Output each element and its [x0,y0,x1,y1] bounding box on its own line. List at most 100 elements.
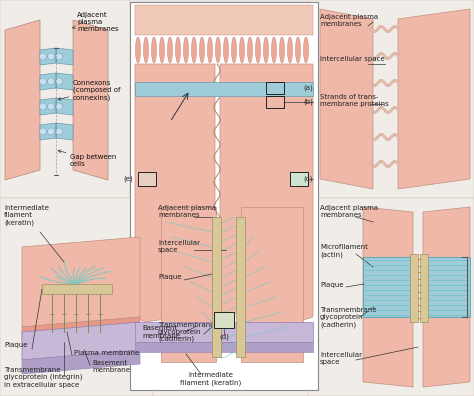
Circle shape [379,25,382,28]
Circle shape [391,27,393,30]
Circle shape [384,109,387,112]
Ellipse shape [272,37,276,63]
Bar [153,198,310,396]
Circle shape [39,103,46,110]
Circle shape [376,109,379,112]
Circle shape [387,57,389,60]
Circle shape [385,138,388,140]
Circle shape [382,107,384,109]
Circle shape [391,108,393,111]
Circle shape [371,110,374,113]
Bar [308,198,474,396]
Circle shape [388,165,391,168]
Circle shape [375,137,377,140]
Circle shape [391,162,393,165]
Circle shape [387,165,389,168]
Ellipse shape [200,37,204,63]
Bar [138,172,156,186]
Circle shape [371,56,374,59]
Circle shape [392,53,394,55]
Circle shape [374,165,376,168]
Circle shape [382,26,384,29]
Ellipse shape [183,37,189,63]
Polygon shape [22,317,140,347]
Circle shape [380,25,383,28]
Circle shape [39,78,46,85]
Polygon shape [161,207,216,362]
Circle shape [372,57,375,60]
Ellipse shape [216,37,220,63]
Circle shape [394,80,397,82]
Circle shape [376,82,379,85]
Circle shape [370,82,372,84]
Circle shape [388,138,391,141]
Circle shape [376,55,379,58]
Circle shape [394,52,397,55]
Circle shape [376,163,379,166]
Bar [236,217,245,357]
Circle shape [397,82,400,84]
Circle shape [39,128,46,135]
Circle shape [392,134,394,137]
Polygon shape [56,98,73,115]
Circle shape [388,57,391,59]
Circle shape [382,161,384,164]
Circle shape [389,137,392,139]
Ellipse shape [167,37,173,63]
Ellipse shape [175,37,181,63]
Bar [42,284,112,294]
Bar [135,322,313,342]
Circle shape [383,27,385,30]
Bar [135,342,313,352]
Circle shape [375,29,377,32]
Circle shape [396,27,398,29]
Polygon shape [40,73,56,90]
Circle shape [371,83,374,86]
Text: (e): (e) [123,176,133,182]
Circle shape [385,165,388,167]
Ellipse shape [208,37,212,63]
Ellipse shape [136,37,140,63]
Circle shape [379,80,382,82]
Text: Transmembrane
glycoprotein
(cadherin): Transmembrane glycoprotein (cadherin) [158,322,215,343]
Polygon shape [220,64,313,320]
Circle shape [370,109,372,111]
Circle shape [55,53,63,60]
Circle shape [374,57,376,60]
Circle shape [370,28,372,30]
Bar [135,5,313,35]
Circle shape [375,84,377,86]
Circle shape [384,55,387,58]
Circle shape [384,82,387,85]
Circle shape [393,133,396,136]
Bar [410,254,418,322]
Circle shape [393,160,396,163]
Circle shape [377,81,380,83]
Circle shape [385,30,388,32]
Text: Transmembrane
glycoprotein (integrin)
in extracellular space: Transmembrane glycoprotein (integrin) in… [4,367,82,388]
Circle shape [382,53,384,55]
Circle shape [383,162,385,165]
Text: Transmembrane
glycoprotein
(cadherin): Transmembrane glycoprotein (cadherin) [320,307,376,327]
Text: Gap between
cells: Gap between cells [58,150,117,166]
Circle shape [393,106,396,109]
Circle shape [389,164,392,166]
Circle shape [372,30,375,32]
Text: Adjacent plasma
membranes: Adjacent plasma membranes [320,205,378,218]
Circle shape [374,30,376,33]
Circle shape [372,111,375,114]
Bar [135,82,313,96]
Circle shape [379,53,382,55]
Circle shape [371,137,374,140]
Bar [290,172,308,186]
Text: Adjacent
plasma
membranes: Adjacent plasma membranes [73,12,118,32]
Circle shape [388,111,391,113]
Circle shape [372,165,375,168]
Ellipse shape [224,37,228,63]
Polygon shape [22,237,140,327]
Polygon shape [56,123,73,140]
Polygon shape [135,64,215,322]
Circle shape [384,137,387,139]
Text: Plasma membrane: Plasma membrane [74,350,139,356]
Ellipse shape [288,37,292,63]
